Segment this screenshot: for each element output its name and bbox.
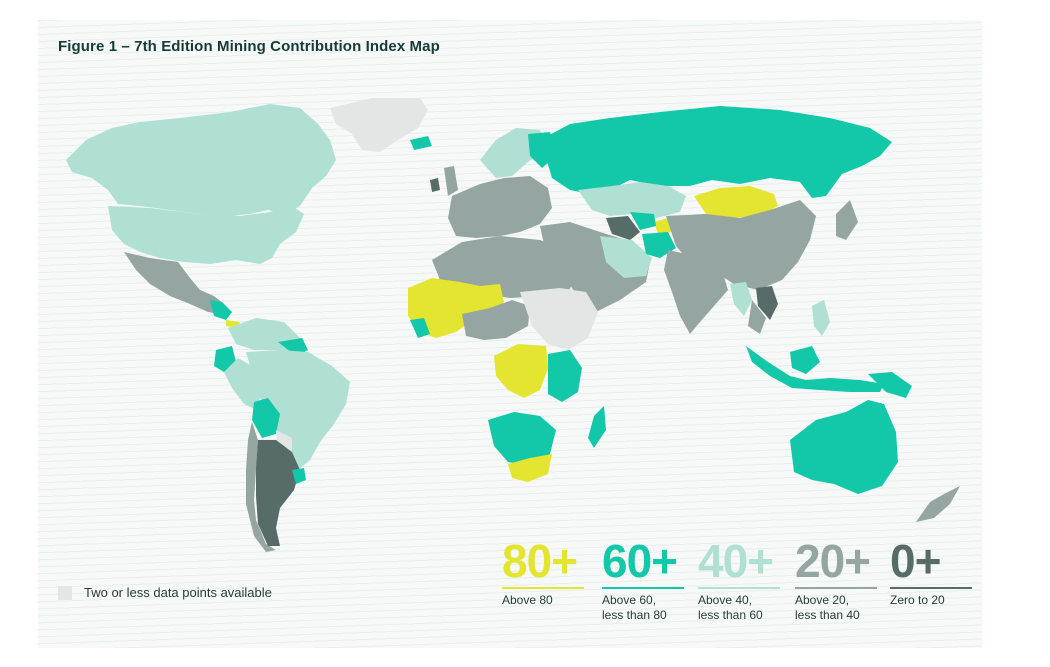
region-north-africa[interactable] [432,236,580,298]
region-scandinavia[interactable] [480,128,544,178]
no-data-key: Two or less data points available [58,585,272,600]
region-ireland[interactable] [430,178,440,192]
legend-rule [890,587,972,589]
region-central-africa-80[interactable] [494,344,548,398]
legend-item-80: 80+ Above 80 [502,536,584,608]
figure-title: Figure 1 – 7th Edition Mining Contributi… [58,38,440,55]
region-mongolia[interactable] [694,186,778,218]
region-russia[interactable] [540,106,892,198]
legend-line-2: less than 80 [602,608,667,622]
legend-item-60: 60+ Above 60, less than 80 [602,536,684,623]
region-iran[interactable] [600,236,652,278]
region-laos[interactable] [756,286,778,320]
region-usa[interactable] [108,206,304,264]
legend-line-1: Above 80 [502,593,553,607]
region-new-zealand[interactable] [916,486,960,522]
legend-line-1: Above 40, [698,593,753,607]
region-philippines[interactable] [812,300,830,336]
region-west-africa-coast[interactable] [410,318,430,338]
region-afghanistan[interactable] [642,232,676,258]
region-indonesia[interactable] [746,346,884,392]
legend-line-1: Above 20, [795,593,850,607]
legend-rule [698,587,780,589]
legend-item-0: 0+ Zero to 20 [890,536,972,608]
region-chile[interactable] [246,422,276,552]
region-canada-alaska[interactable] [66,104,336,216]
region-madagascar[interactable] [588,406,606,448]
legend-item-40: 40+ Above 40, less than 60 [698,536,780,623]
region-bolivia[interactable] [252,398,280,438]
region-south-africa[interactable] [508,454,552,482]
region-mexico[interactable] [124,252,224,314]
region-india[interactable] [664,250,728,334]
region-tajikistan[interactable] [654,218,672,234]
region-western-europe[interactable] [448,176,552,238]
legend-value: 80+ [502,535,578,587]
region-nigeria-chad[interactable] [462,300,530,340]
legend-line-1: Zero to 20 [890,593,945,607]
legend-item-20: 20+ Above 20, less than 40 [795,536,877,623]
region-uruguay[interactable] [292,468,306,484]
no-data-swatch [58,585,72,600]
region-turkmenistan[interactable] [606,216,640,240]
legend-value: 60+ [602,535,678,587]
legend-line-2: less than 40 [795,608,860,622]
region-myanmar[interactable] [730,282,752,316]
region-japan[interactable] [836,200,858,240]
legend-line-2: less than 60 [698,608,763,622]
region-argentina[interactable] [256,440,300,546]
region-brazil[interactable] [246,350,350,470]
region-indochina[interactable] [748,300,766,334]
legend-rule [795,587,877,589]
region-png[interactable] [868,372,912,398]
legend-rule [602,587,684,589]
region-west-africa-80[interactable] [408,278,504,338]
region-kazakhstan[interactable] [578,182,686,218]
legend-rule [502,587,584,589]
no-data-label: Two or less data points available [84,585,272,600]
region-china[interactable] [666,200,816,290]
region-australia[interactable] [790,400,898,494]
region-uzbekistan[interactable] [630,212,656,230]
region-east-africa-60[interactable] [548,350,582,402]
region-uk[interactable] [444,166,458,196]
region-central-america[interactable] [210,300,232,320]
legend-value: 0+ [890,535,941,587]
legend-line-1: Above 60, [602,593,657,607]
region-greenland[interactable] [330,98,428,152]
region-borneo[interactable] [790,346,820,374]
region-iceland[interactable] [410,136,432,150]
region-east-africa-nodata[interactable] [520,288,598,350]
legend-value: 40+ [698,535,774,587]
region-southern-africa-60[interactable] [488,412,556,466]
legend-value: 20+ [795,535,871,587]
